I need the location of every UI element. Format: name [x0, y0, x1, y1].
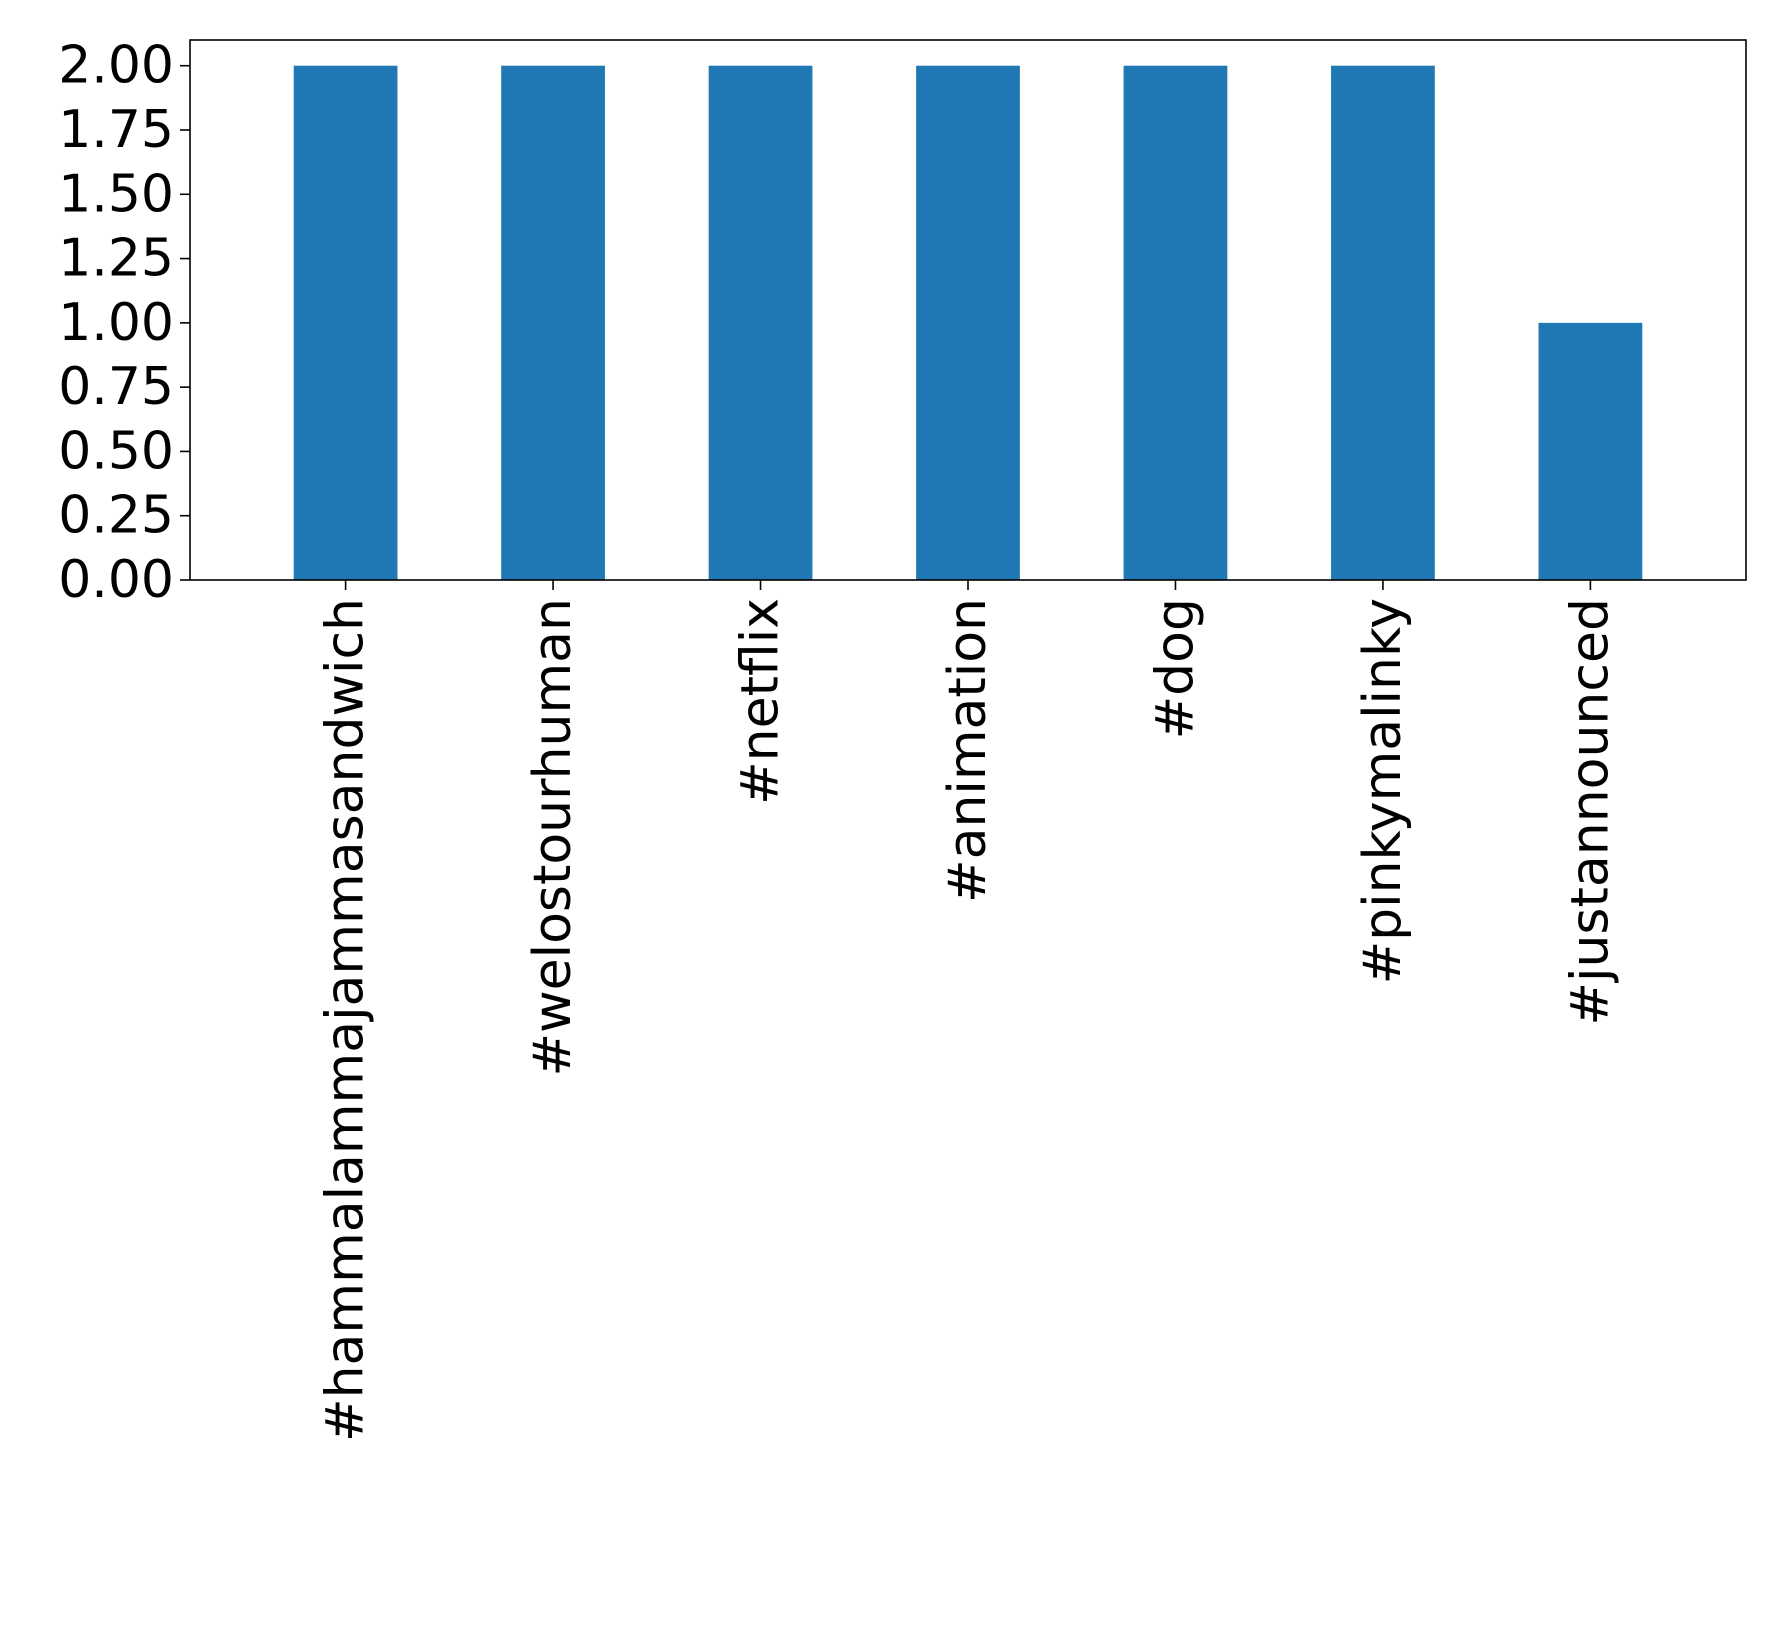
- y-tick-label: 0.25: [58, 486, 174, 546]
- x-tick-label: #animation: [938, 598, 998, 903]
- bar: [916, 65, 1020, 580]
- bar: [1538, 322, 1643, 580]
- x-tick-label: #justannounced: [1560, 598, 1620, 1026]
- y-tick-label: 0.50: [58, 421, 174, 481]
- x-axis-ticks: #hammalammajammasandwich #welostourhuman #…: [316, 580, 1620, 1442]
- bar: [708, 65, 813, 580]
- x-tick-label: #netflix: [731, 598, 791, 805]
- y-tick-label: 0.75: [58, 357, 174, 417]
- bar: [1331, 65, 1435, 580]
- x-tick-label: #pinkymalinky: [1353, 598, 1413, 984]
- bar: [293, 65, 398, 580]
- y-tick-label: 1.25: [58, 229, 174, 289]
- y-tick-label: 1.75: [58, 100, 174, 160]
- bar: [1123, 65, 1228, 580]
- y-tick-label: 0.00: [58, 550, 174, 610]
- y-tick-label: 2.00: [58, 36, 174, 96]
- y-tick-label: 1.00: [58, 293, 174, 353]
- bar: [501, 65, 605, 580]
- x-tick-label: #welostourhuman: [523, 598, 583, 1076]
- bars-layer: [293, 65, 1643, 580]
- y-axis-ticks: 0.000.250.500.751.001.251.501.752.00: [58, 36, 190, 610]
- x-tick-label: #hammalammajammasandwich: [316, 598, 376, 1442]
- y-tick-label: 1.50: [58, 164, 174, 224]
- x-tick-label: #dog: [1145, 598, 1205, 739]
